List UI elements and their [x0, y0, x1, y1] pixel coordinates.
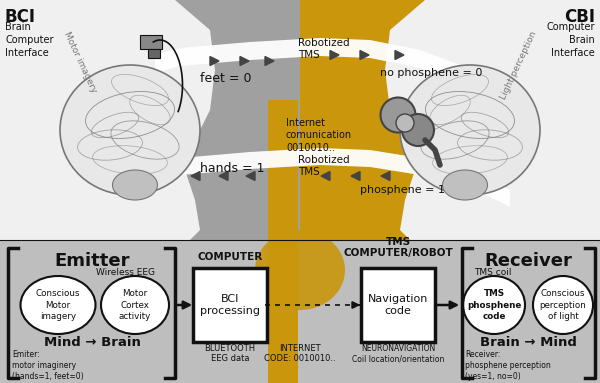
Text: Emiter:
motor imaginery
(hands=1, feet=0): Emiter: motor imaginery (hands=1, feet=0…	[12, 350, 83, 381]
Polygon shape	[155, 148, 510, 207]
Ellipse shape	[60, 65, 200, 195]
Bar	[148, 49, 160, 58]
Polygon shape	[240, 57, 249, 65]
Polygon shape	[395, 51, 404, 59]
Text: Conscious
perception
of light: Conscious perception of light	[539, 290, 586, 321]
Polygon shape	[330, 51, 339, 59]
Text: Receiver:
phosphene perception
(yes=1, no=0): Receiver: phosphene perception (yes=1, n…	[465, 350, 551, 381]
Ellipse shape	[463, 276, 525, 334]
Polygon shape	[191, 172, 200, 180]
Text: BCI
processing: BCI processing	[200, 294, 260, 316]
Polygon shape	[321, 172, 330, 180]
Text: feet = 0: feet = 0	[200, 72, 251, 85]
Text: Robotized
TMS: Robotized TMS	[298, 38, 350, 60]
Text: BCI: BCI	[5, 8, 36, 26]
Polygon shape	[0, 0, 215, 240]
Ellipse shape	[380, 98, 415, 133]
Text: CBI: CBI	[564, 8, 595, 26]
Bar	[0, 0, 300, 240]
Text: Computer
Brain
Interface: Computer Brain Interface	[547, 22, 595, 58]
Text: Emitter: Emitter	[54, 252, 130, 270]
Text: Robotized
TMS: Robotized TMS	[298, 155, 350, 177]
Text: TMS
COMPUTER/ROBOT: TMS COMPUTER/ROBOT	[343, 237, 453, 258]
Ellipse shape	[402, 114, 434, 146]
Polygon shape	[385, 0, 600, 240]
Bar	[140, 35, 162, 49]
Text: Wireless EEG: Wireless EEG	[95, 268, 155, 277]
Polygon shape	[351, 172, 360, 180]
Ellipse shape	[533, 276, 593, 334]
Text: TMS coil: TMS coil	[474, 268, 512, 277]
Polygon shape	[210, 57, 219, 65]
Polygon shape	[265, 57, 274, 65]
Ellipse shape	[101, 276, 169, 334]
Bar	[268, 240, 298, 383]
Text: Brain → Mind: Brain → Mind	[479, 336, 577, 349]
Bar	[268, 100, 298, 383]
Text: Brain
Computer
Interface: Brain Computer Interface	[5, 22, 53, 58]
Ellipse shape	[400, 65, 540, 195]
Polygon shape	[360, 51, 369, 59]
Text: TMS
phosphene
code: TMS phosphene code	[467, 290, 521, 321]
Text: Light perception: Light perception	[499, 30, 538, 101]
Polygon shape	[155, 38, 510, 105]
Text: Receiver: Receiver	[484, 252, 572, 270]
Text: Navigation
code: Navigation code	[368, 294, 428, 316]
Polygon shape	[381, 172, 390, 180]
Text: Conscious
Motor
imagery: Conscious Motor imagery	[36, 290, 80, 321]
Bar	[0, 240, 600, 383]
Text: Motor
Cortex
activity: Motor Cortex activity	[119, 290, 151, 321]
Text: Mind → Brain: Mind → Brain	[44, 336, 140, 349]
FancyBboxPatch shape	[193, 268, 267, 342]
Ellipse shape	[443, 170, 487, 200]
Text: INTERNET
CODE: 0010010..: INTERNET CODE: 0010010..	[264, 344, 336, 363]
Ellipse shape	[20, 276, 95, 334]
FancyBboxPatch shape	[361, 268, 435, 342]
Text: Motor imagery: Motor imagery	[62, 30, 98, 94]
Text: Internet
comunication
0010010..: Internet comunication 0010010..	[286, 118, 352, 153]
Ellipse shape	[113, 170, 157, 200]
Polygon shape	[219, 172, 228, 180]
Text: hands = 1: hands = 1	[200, 162, 265, 175]
Ellipse shape	[255, 230, 345, 310]
Bar	[300, 0, 600, 240]
Ellipse shape	[396, 114, 414, 132]
Text: NEURONAVIGATION
Coil location/orientation: NEURONAVIGATION Coil location/orientatio…	[352, 344, 444, 363]
Text: no phosphene = 0: no phosphene = 0	[380, 68, 482, 78]
Text: COMPUTER: COMPUTER	[197, 252, 263, 262]
Polygon shape	[246, 172, 255, 180]
Text: BLUETOOTH
EEG data: BLUETOOTH EEG data	[205, 344, 256, 363]
Text: phosphene = 1: phosphene = 1	[360, 185, 445, 195]
